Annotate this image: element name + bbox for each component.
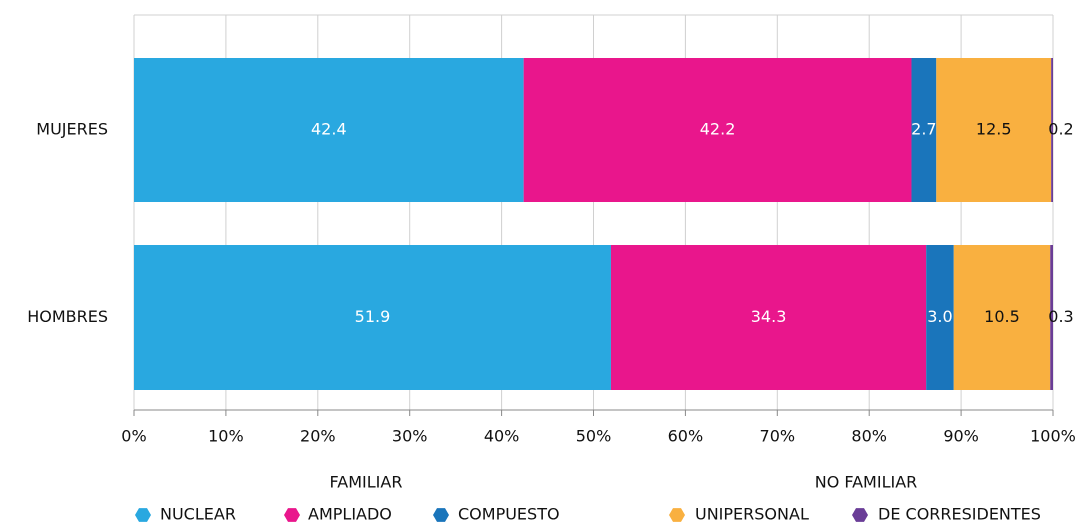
x-tick-label: 10% <box>208 427 244 446</box>
data-label: 42.4 <box>311 120 347 139</box>
legend-marker <box>135 508 151 522</box>
data-label: 3.0 <box>927 307 952 326</box>
bar-segment <box>134 58 524 202</box>
legend-marker <box>852 508 868 522</box>
data-label: 0.3 <box>1048 307 1073 326</box>
bar-segment <box>926 245 954 390</box>
legend-label: UNIPERSONAL <box>695 505 809 524</box>
x-tick-label: 0% <box>121 427 146 446</box>
data-label: 2.7 <box>911 120 936 139</box>
legend-group-title: FAMILIAR <box>330 473 403 492</box>
legend-marker <box>433 508 449 522</box>
legend-label: AMPLIADO <box>308 505 392 524</box>
bar-segment <box>610 245 927 390</box>
legend-label: COMPUESTO <box>458 505 560 524</box>
legend-marker <box>284 508 300 522</box>
x-tick-label: 30% <box>392 427 428 446</box>
x-tick-label: 80% <box>851 427 887 446</box>
data-label: 12.5 <box>976 120 1012 139</box>
data-label: 10.5 <box>984 307 1020 326</box>
x-tick-label: 40% <box>484 427 520 446</box>
bar-segment <box>936 58 1052 202</box>
x-tick-label: 70% <box>760 427 796 446</box>
legend-marker <box>669 508 685 522</box>
y-tick-label: HOMBRES <box>27 307 108 326</box>
x-tick-label: 60% <box>668 427 704 446</box>
legend-group-title: NO FAMILIAR <box>815 473 918 492</box>
bar-segment <box>911 58 937 202</box>
x-tick-label: 90% <box>943 427 979 446</box>
bar-segment <box>953 245 1051 390</box>
data-label: 51.9 <box>355 307 391 326</box>
x-tick-label: 50% <box>576 427 612 446</box>
x-tick-label: 20% <box>300 427 336 446</box>
y-tick-label: MUJERES <box>36 120 108 139</box>
legend-label: DE CORRESIDENTES <box>878 505 1041 524</box>
bar-segment <box>523 58 912 202</box>
data-label: 42.2 <box>700 120 736 139</box>
bar-segment <box>1051 58 1053 202</box>
x-tick-label: 100% <box>1030 427 1076 446</box>
bar-segment <box>1050 245 1053 390</box>
legend-label: NUCLEAR <box>160 505 236 524</box>
data-label: 0.2 <box>1048 120 1073 139</box>
bar-segment <box>134 245 611 390</box>
data-label: 34.3 <box>751 307 787 326</box>
